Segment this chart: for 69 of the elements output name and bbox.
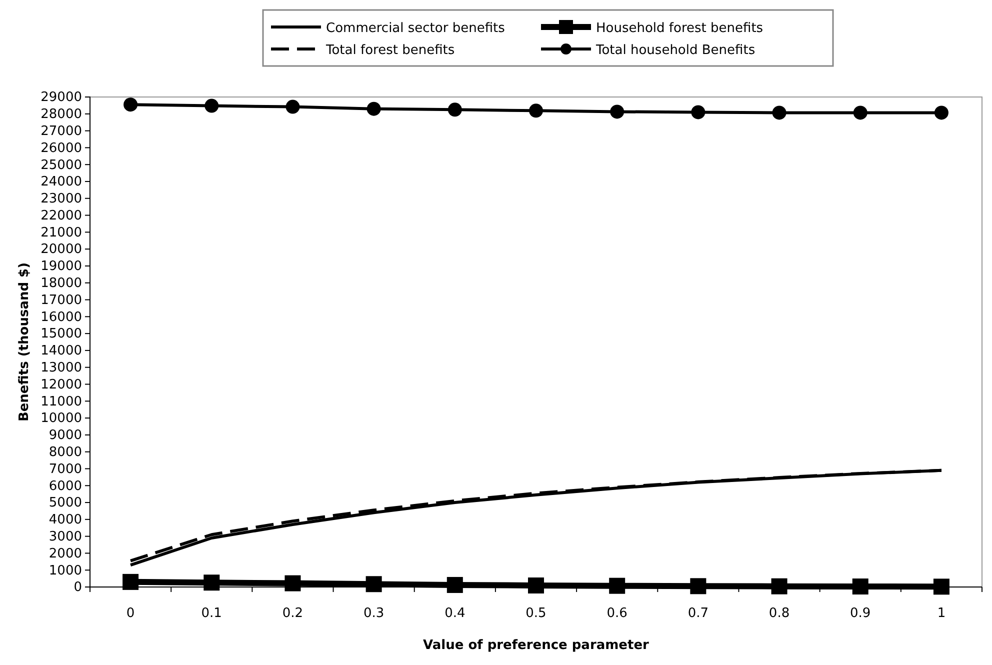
y-tick-label: 24000 <box>40 174 82 190</box>
point <box>933 578 950 595</box>
y-tick-label: 2000 <box>48 546 82 562</box>
x-tick-label: 0.3 <box>363 606 384 621</box>
point <box>124 98 138 112</box>
y-tick-label: 12000 <box>40 377 82 392</box>
y-tick-label: 4000 <box>48 512 82 528</box>
point <box>934 106 948 120</box>
y-tick-label: 8000 <box>48 444 82 460</box>
point <box>853 106 868 120</box>
y-tick-label: 3000 <box>48 529 82 544</box>
y-tick-label: 9000 <box>48 428 82 444</box>
legend-label: Household forest benefits <box>596 21 764 36</box>
y-tick-label: 17000 <box>40 292 82 308</box>
y-tick-label: 5000 <box>48 496 82 511</box>
y-tick-label: 28000 <box>40 107 82 122</box>
point <box>366 576 382 592</box>
y-tick-label: 19000 <box>40 259 82 274</box>
y-tick-label: 20000 <box>40 242 82 258</box>
point <box>528 577 544 594</box>
x-tick-label: 1 <box>937 606 946 621</box>
y-tick-label: 27000 <box>40 124 82 139</box>
x-tick-label: 0.7 <box>688 606 709 621</box>
point <box>122 574 139 590</box>
point <box>448 102 462 117</box>
y-tick-label: 29000 <box>40 90 82 106</box>
y-tick-label: 1000 <box>48 563 82 578</box>
y-tick-label: 15000 <box>40 326 82 342</box>
x-tick-label: 0.6 <box>606 606 628 621</box>
x-tick-label: 0.9 <box>850 606 871 621</box>
y-tick-label: 13000 <box>40 360 82 376</box>
point <box>366 102 381 116</box>
y-tick-label: 21000 <box>40 225 82 240</box>
point <box>852 578 868 594</box>
point <box>284 575 301 592</box>
point <box>204 98 219 113</box>
point <box>771 578 788 594</box>
x-tick-label: 0.4 <box>444 606 466 621</box>
x-tick-label: 0.8 <box>768 606 790 621</box>
y-tick-label: 23000 <box>40 192 82 207</box>
legend-label: Total household Benefits <box>595 43 756 58</box>
y-tick-label: 11000 <box>40 394 82 410</box>
y-tick-label: 14000 <box>40 344 82 359</box>
point <box>609 578 626 594</box>
x-tick-label: 0.1 <box>201 606 222 621</box>
x-tick-label: 0 <box>126 606 135 621</box>
legend-label: Commercial sector benefits <box>326 21 506 36</box>
point <box>691 105 706 120</box>
point <box>772 106 786 120</box>
y-tick-label: 26000 <box>40 140 82 156</box>
y-tick-label: 0 <box>74 580 82 596</box>
y-tick-label: 18000 <box>40 276 82 292</box>
point <box>286 100 300 114</box>
y-tick-label: 6000 <box>48 478 82 494</box>
point <box>610 104 624 119</box>
point <box>446 576 463 593</box>
x-tick-label: 0.2 <box>282 606 304 621</box>
point <box>204 574 220 591</box>
y-tick-label: 16000 <box>40 310 82 325</box>
y-tick-label: 10000 <box>40 411 82 426</box>
y-tick-label: 22000 <box>40 208 82 224</box>
y-tick-label: 7000 <box>48 462 82 477</box>
x-axis-title: Value of preference parameter <box>423 638 650 653</box>
y-tick-label: 25000 <box>40 158 82 173</box>
point <box>690 578 706 594</box>
legend-label: Total forest benefits <box>325 43 455 58</box>
x-tick-label: 0.5 <box>526 606 546 621</box>
point <box>529 104 543 118</box>
y-axis-title: Benefits (thousand $) <box>17 262 32 422</box>
